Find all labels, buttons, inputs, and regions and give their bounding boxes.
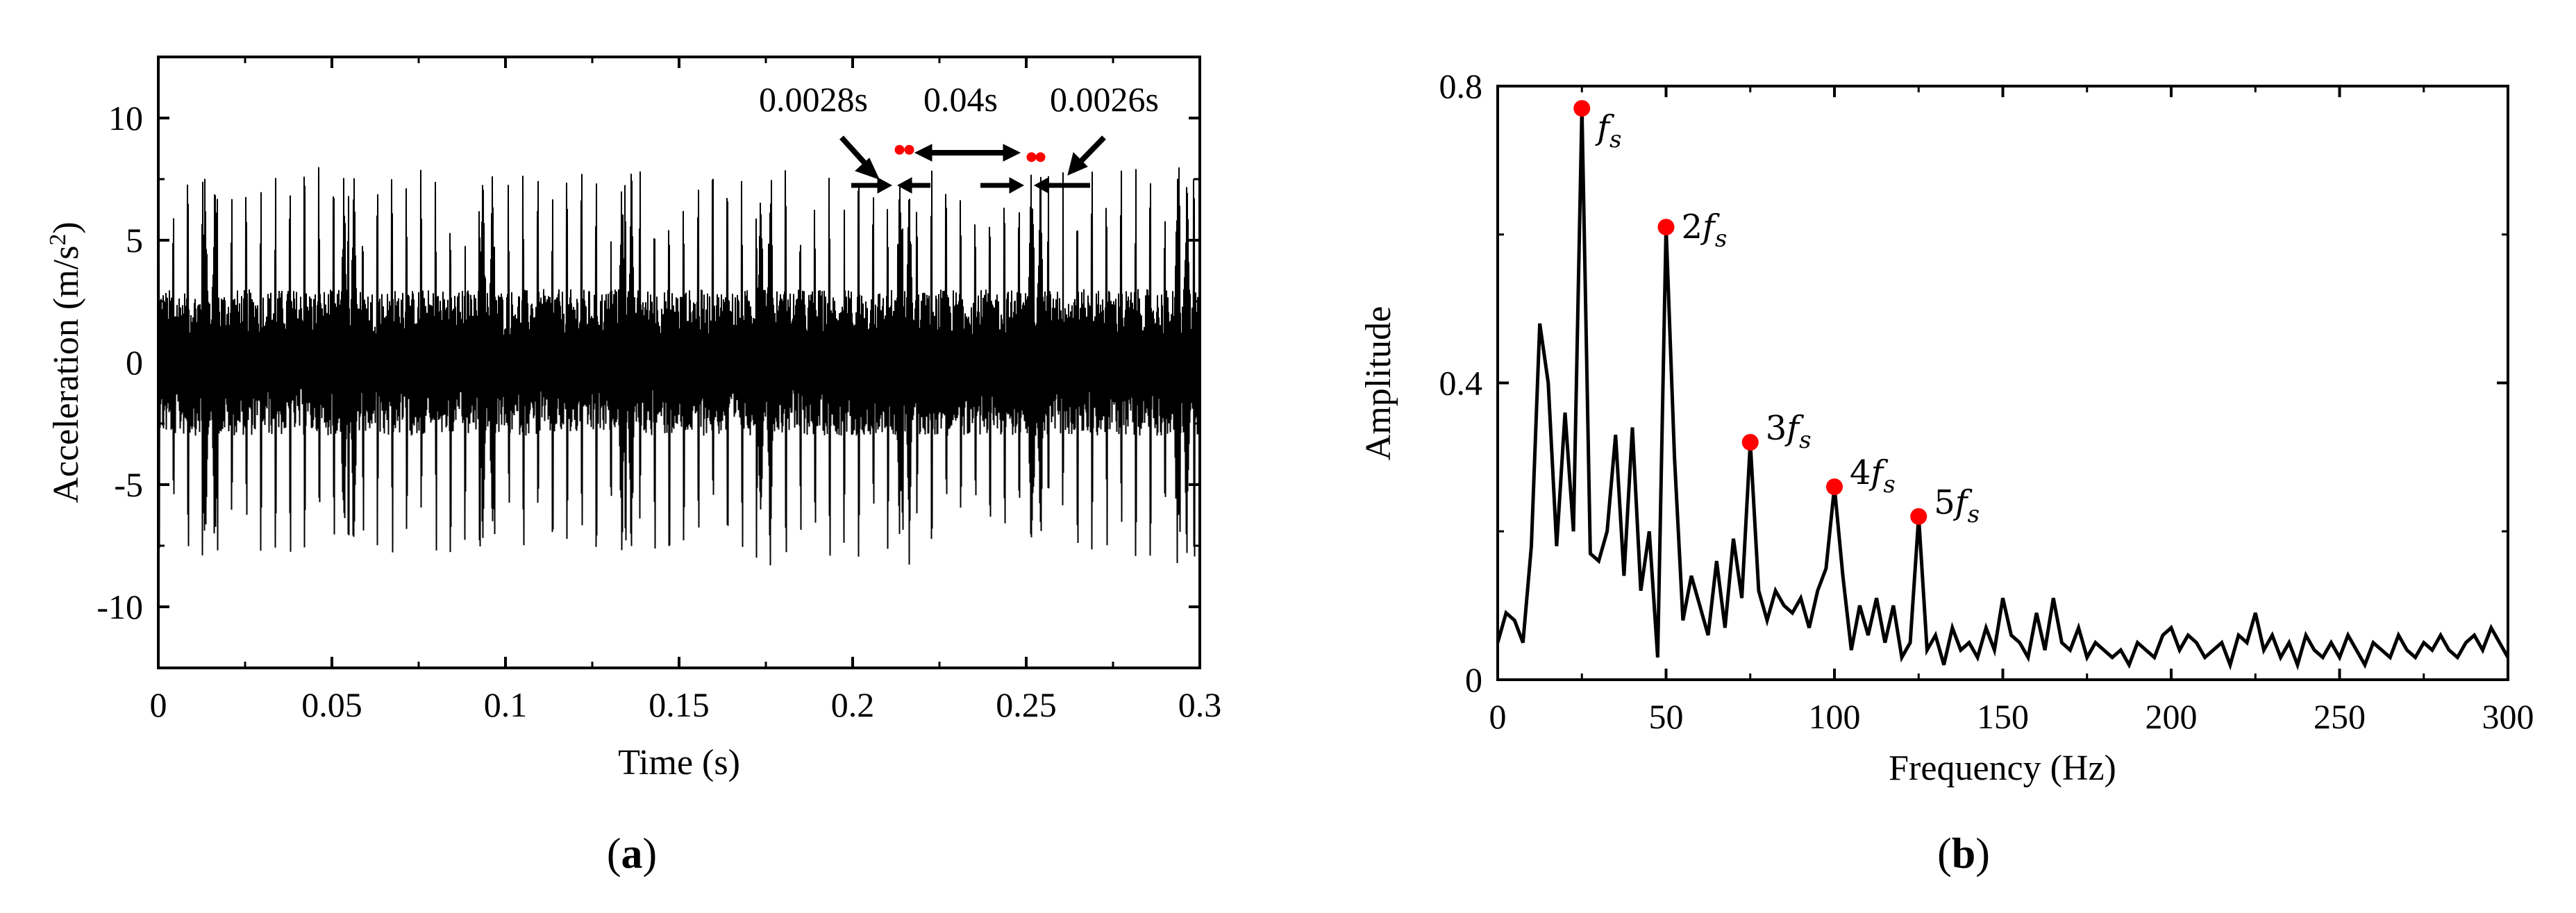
ylabel-a: Acceleration (m/s2) xyxy=(45,221,86,503)
arrow-diagonal-right xyxy=(1078,135,1106,165)
xlabel-a: Time (s) xyxy=(618,743,740,782)
harmonic-peaks: fs 2fs 3fs 4fs 5fs xyxy=(1573,100,1980,528)
plot-frame-b xyxy=(1496,85,2509,681)
y-tick-label-b: 0.4 xyxy=(1439,364,1483,403)
y-tick-label-b: 0.8 xyxy=(1439,67,1483,106)
x-tick-label-b: 0 xyxy=(1489,697,1507,736)
arrow-diagonal-left xyxy=(839,135,870,169)
x-tick-label-b: 50 xyxy=(1649,697,1684,736)
x-tick-label-a: 0.2 xyxy=(831,685,875,724)
arrowhead xyxy=(914,144,932,162)
x-tick-label-b: 200 xyxy=(2146,697,2198,736)
x-tick-label-b: 100 xyxy=(1809,697,1861,736)
harmonic-peak-label: fs xyxy=(1595,108,1621,153)
panel-label-a: (a) xyxy=(607,830,657,878)
harmonic-peak-marker xyxy=(1826,478,1843,496)
annotation-arrows xyxy=(839,135,1106,194)
arrowhead xyxy=(1003,144,1021,162)
arrowhead xyxy=(1033,177,1049,194)
harmonic-peak-marker xyxy=(1657,219,1675,236)
y-tick-label-a: 10 xyxy=(108,99,143,137)
arrowhead xyxy=(877,177,893,194)
x-tick-label-a: 0.15 xyxy=(649,685,710,724)
annotation-0.0026s: 0.0026s xyxy=(1050,80,1159,119)
x-tick-label-b: 150 xyxy=(1977,697,2029,736)
arrowhead xyxy=(1009,177,1025,194)
impulse-marker xyxy=(894,144,905,155)
axis-ticks-b: 0 50 100 150 200 250 300 0 0.4 0.8 xyxy=(1439,67,2534,736)
arrowhead xyxy=(896,177,912,194)
y-tick-label-a: -10 xyxy=(97,587,143,626)
impulse-marker xyxy=(1026,152,1037,162)
impulse-markers xyxy=(894,144,1046,162)
impulse-marker xyxy=(1035,152,1046,162)
x-tick-label-b: 300 xyxy=(2482,697,2534,736)
acceleration-signal-line xyxy=(158,167,1200,566)
arrowhead xyxy=(855,158,880,180)
spectrum-line xyxy=(1496,108,2510,671)
axis-ticks-a: 0 0.05 0.1 0.15 0.2 0.25 0.3 -10 -5 0 5 10 xyxy=(97,57,1221,724)
y-tick-label-b: 0 xyxy=(1465,660,1482,699)
ylabel-b: Amplitude xyxy=(1359,306,1398,460)
harmonic-peak-label: 2fs xyxy=(1682,208,1728,253)
x-tick-label-a: 0 xyxy=(150,685,167,724)
y-tick-label-a: 5 xyxy=(126,221,143,260)
annotation-0.0028s: 0.0028s xyxy=(759,80,868,119)
xlabel-b: Frequency (Hz) xyxy=(1889,748,2116,788)
annotation-0.04s: 0.04s xyxy=(923,80,998,119)
arrowhead xyxy=(1067,152,1088,176)
harmonic-peak-marker xyxy=(1910,508,1927,525)
y-tick-label-a: 0 xyxy=(126,343,143,382)
chart-panel-a: 0 0.05 0.1 0.15 0.2 0.25 0.3 -10 -5 0 5 10 Accelera… xyxy=(45,56,1221,878)
harmonic-peak-label: 4fs xyxy=(1850,453,1896,499)
x-tick-label-a: 0.1 xyxy=(484,685,528,724)
y-tick-label-a: -5 xyxy=(114,465,143,504)
x-tick-label-b: 250 xyxy=(2314,697,2366,736)
x-tick-label-a: 0.05 xyxy=(301,685,362,724)
chart-panel-b: 0 50 100 150 200 250 300 0 0.4 0.8 Amplitude Freq… xyxy=(1359,67,2534,878)
x-tick-label-a: 0.3 xyxy=(1178,685,1222,724)
harmonic-peak-label: 5fs xyxy=(1934,483,1980,528)
panel-label-b: (b) xyxy=(1937,830,1990,878)
x-tick-label-a: 0.25 xyxy=(996,685,1057,724)
harmonic-peak-marker xyxy=(1741,434,1759,451)
impulse-marker xyxy=(904,144,914,155)
harmonic-peak-marker xyxy=(1573,100,1591,117)
harmonic-peak-label: 3fs xyxy=(1766,409,1812,454)
